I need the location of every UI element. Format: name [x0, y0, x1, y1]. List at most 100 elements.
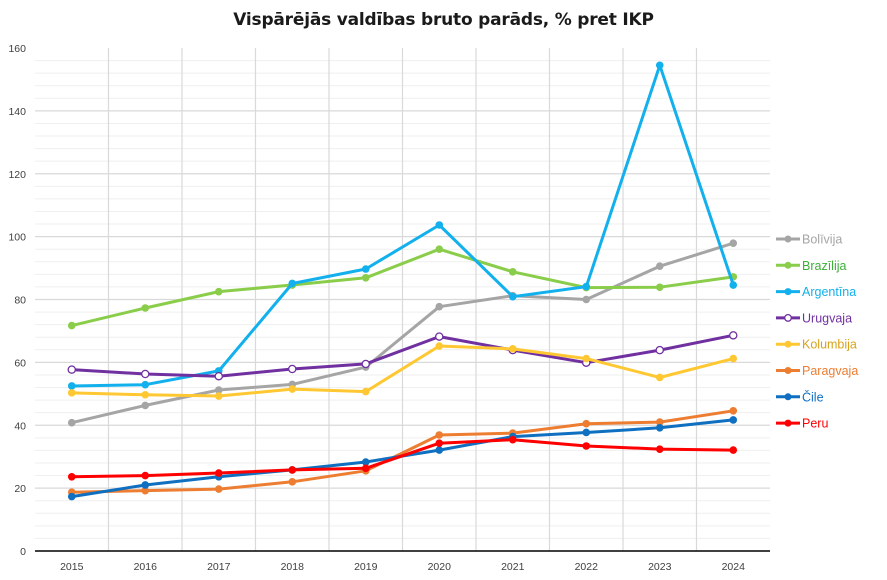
data-point [435, 245, 444, 253]
y-tick-label: 120 [8, 169, 26, 181]
data-point [655, 283, 664, 292]
data-point [655, 445, 664, 453]
x-tick-label: 2023 [648, 561, 672, 573]
legend-label: Čile [802, 389, 824, 404]
legend-label: Bolīvija [802, 233, 842, 247]
data-point [582, 442, 591, 450]
legend-marker [784, 288, 792, 296]
data-point [582, 295, 591, 304]
data-point [729, 416, 738, 424]
series-line [70, 241, 735, 425]
chart-title: Vispārējās valdības bruto parāds, % pret… [233, 10, 654, 30]
legend-item: Kolumbija [776, 338, 857, 352]
data-point [67, 382, 76, 390]
data-point [140, 369, 150, 379]
data-point [361, 387, 370, 396]
data-point [67, 321, 76, 330]
data-point [214, 371, 223, 381]
data-point [508, 292, 517, 301]
x-tick-label: 2020 [428, 561, 452, 573]
y-axis-tick-labels: 0 20 40 60 80 100 120 140 160 [8, 43, 26, 558]
data-point [361, 265, 370, 273]
data-point [655, 418, 664, 426]
data-point [141, 401, 150, 410]
y-tick-label: 20 [14, 483, 26, 495]
x-tick-label: 2021 [501, 561, 525, 573]
data-point [435, 342, 444, 350]
data-point [141, 390, 150, 399]
x-tick-label: 2022 [575, 561, 599, 573]
legend-marker [784, 367, 792, 374]
data-point [508, 345, 517, 353]
legend-marker [784, 235, 792, 243]
data-point [729, 406, 738, 415]
legend-item: Čile [776, 389, 824, 404]
legend-item: Peru [776, 417, 828, 431]
data-point [435, 302, 444, 311]
data-point [582, 282, 591, 291]
data-point [729, 239, 738, 248]
x-tick-label: 2019 [354, 561, 378, 573]
y-tick-label: 0 [20, 546, 26, 558]
y-tick-label: 140 [8, 106, 26, 118]
legend-label: Argentīna [802, 285, 856, 299]
legend-label: Paragvaja [802, 364, 858, 378]
data-point [67, 389, 76, 397]
data-point [361, 458, 370, 466]
x-tick-label: 2016 [134, 561, 158, 573]
legend-marker [784, 313, 792, 322]
data-point [141, 471, 150, 480]
series-line [70, 344, 735, 398]
series-line [70, 63, 735, 388]
legend-item: Argentīna [776, 285, 856, 299]
y-tick-label: 80 [14, 295, 26, 307]
data-point [435, 439, 444, 447]
x-axis-tick-labels: 2015 2016 2017 2018 2019 2020 2021 2022 2023 2024 [60, 561, 745, 573]
data-point [582, 428, 591, 437]
legend-marker [784, 393, 792, 401]
data-point [288, 385, 297, 393]
series-line [70, 438, 735, 479]
data-point [729, 354, 738, 363]
data-point [141, 481, 150, 489]
x-tick-label: 2015 [60, 561, 84, 573]
data-point [214, 485, 223, 493]
data-point [582, 354, 591, 363]
data-point [141, 304, 150, 312]
series-line [70, 247, 735, 328]
y-tick-label: 100 [8, 232, 26, 244]
legend-marker [784, 261, 792, 269]
data-point [655, 61, 664, 70]
data-point [361, 359, 370, 369]
x-tick-label: 2017 [207, 561, 231, 573]
x-tick-label: 2024 [722, 561, 746, 573]
legend-item: Bolīvija [776, 233, 842, 247]
y-tick-label: 60 [14, 357, 26, 369]
data-point [729, 446, 738, 454]
legend-marker [784, 340, 792, 348]
data-point [655, 345, 665, 355]
x-tick-label: 2018 [281, 561, 305, 573]
data-point [582, 419, 591, 428]
legend-label: Kolumbija [802, 338, 857, 352]
data-point [214, 287, 223, 296]
y-tick-label: 40 [14, 420, 26, 432]
data-point [141, 380, 150, 389]
data-point [288, 466, 297, 474]
data-point [434, 332, 444, 341]
legend-item: Paragvaja [776, 364, 858, 378]
data-point [287, 364, 297, 374]
data-point [361, 464, 370, 473]
legend-label: Urugvaja [802, 311, 852, 325]
legend-item: Brazīlija [776, 259, 847, 273]
data-point [141, 486, 150, 495]
legend: Bolīvija Brazīlija Argentīna Urugvaja Kolumb… [776, 233, 858, 431]
series-Bolīvija [67, 239, 738, 427]
series-Peru [67, 435, 738, 481]
data-point [214, 386, 223, 394]
data-point [67, 365, 77, 374]
data-point [655, 423, 664, 432]
data-point [288, 279, 297, 288]
data-point [435, 431, 444, 439]
